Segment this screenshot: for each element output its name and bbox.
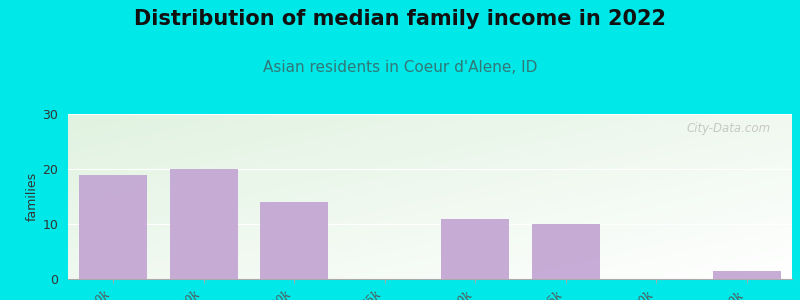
Bar xyxy=(260,202,328,279)
Text: City-Data.com: City-Data.com xyxy=(686,122,770,135)
Y-axis label: families: families xyxy=(26,172,38,221)
Bar xyxy=(532,224,600,279)
Bar xyxy=(442,218,509,279)
Text: Distribution of median family income in 2022: Distribution of median family income in … xyxy=(134,9,666,29)
Bar xyxy=(170,169,238,279)
Bar xyxy=(713,271,781,279)
Text: Asian residents in Coeur d'Alene, ID: Asian residents in Coeur d'Alene, ID xyxy=(263,60,537,75)
Bar xyxy=(79,175,147,279)
